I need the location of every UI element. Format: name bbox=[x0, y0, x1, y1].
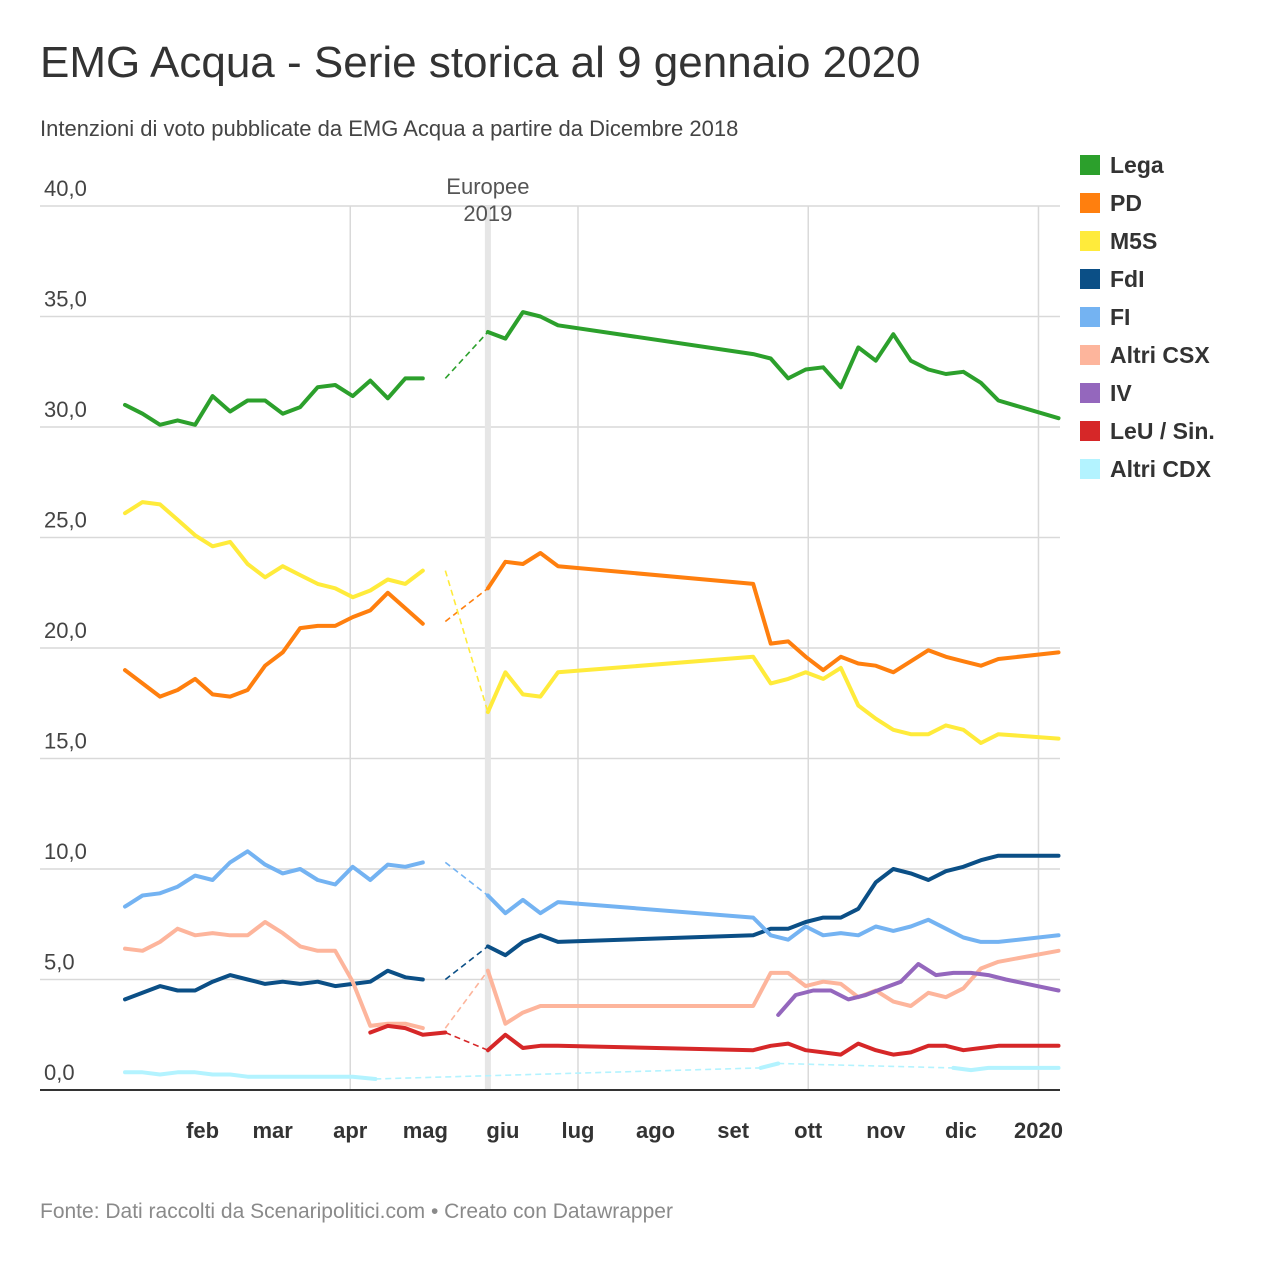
legend-item-altri-csx: Altri CSX bbox=[1080, 336, 1215, 374]
legend-swatch bbox=[1080, 269, 1100, 289]
x-tick-label: apr bbox=[333, 1118, 368, 1143]
legend-item-leu-sin: LeU / Sin. bbox=[1080, 412, 1215, 450]
series-line-altri-csx bbox=[123, 920, 425, 1031]
grid-layer bbox=[40, 205, 1060, 1090]
source-footer: Fonte: Dati raccolti da Scenaripolitici.… bbox=[40, 1200, 673, 1223]
legend-item-lega: Lega bbox=[1080, 146, 1215, 184]
legend-label: Altri CSX bbox=[1110, 341, 1210, 368]
x-tick-label: 2020 bbox=[1014, 1118, 1063, 1143]
legend-label: IV bbox=[1110, 379, 1132, 406]
annotation-band bbox=[484, 206, 491, 1090]
series-line-altri-cdx bbox=[951, 1065, 1061, 1073]
legend-swatch bbox=[1080, 155, 1100, 175]
x-tick-label: mar bbox=[252, 1118, 293, 1143]
y-tick-label: 35,0 bbox=[44, 287, 87, 312]
series-line-pd bbox=[485, 551, 1061, 675]
series-layer bbox=[123, 310, 1061, 1081]
x-tick-label: ott bbox=[794, 1118, 823, 1143]
series-line-leu-sin bbox=[485, 1032, 1061, 1057]
legend-item-fi: FI bbox=[1080, 298, 1215, 336]
y-tick-label: 10,0 bbox=[44, 839, 87, 864]
annotation-label: 2019 bbox=[463, 201, 512, 226]
x-tick-label: dic bbox=[945, 1118, 977, 1143]
legend-label: LeU / Sin. bbox=[1110, 417, 1215, 444]
series-line-leu-sin bbox=[368, 1023, 448, 1037]
legend-label: Altri CDX bbox=[1110, 455, 1211, 482]
legend-label: FdI bbox=[1110, 265, 1145, 292]
y-tick-label: 20,0 bbox=[44, 618, 87, 643]
series-line-fi bbox=[485, 893, 1061, 944]
x-tick-label: feb bbox=[186, 1118, 219, 1143]
legend-item-fdi: FdI bbox=[1080, 260, 1215, 298]
x-tick-label: lug bbox=[561, 1118, 594, 1143]
legend-swatch bbox=[1080, 345, 1100, 365]
legend-label: Lega bbox=[1110, 151, 1164, 178]
series-line-fdi bbox=[485, 853, 1061, 958]
legend-swatch bbox=[1080, 307, 1100, 327]
legend-label: FI bbox=[1110, 303, 1131, 330]
legend-swatch bbox=[1080, 231, 1100, 251]
series-bridge-altri-cdx bbox=[778, 1062, 954, 1069]
chart-title: EMG Acqua - Serie storica al 9 gennaio 2… bbox=[40, 38, 921, 87]
x-tick-label: giu bbox=[486, 1118, 519, 1143]
y-tick-label: 30,0 bbox=[44, 397, 87, 422]
x-tick-label: set bbox=[717, 1118, 749, 1143]
series-line-altri-cdx bbox=[123, 1070, 378, 1081]
legend-label: PD bbox=[1110, 189, 1142, 216]
y-tick-label: 25,0 bbox=[44, 508, 87, 533]
annotation-label: Europee bbox=[446, 174, 529, 199]
x-tick-label: ago bbox=[636, 1118, 675, 1143]
series-line-lega bbox=[123, 376, 425, 427]
series-line-fi bbox=[123, 849, 425, 909]
legend-item-pd: PD bbox=[1080, 184, 1215, 222]
series-bridge-pd bbox=[444, 587, 489, 623]
legend: Lega PD M5S FdI FI Altri CSX IV LeU / Sin. Altri… bbox=[1080, 146, 1215, 488]
series-bridge-altri-cdx bbox=[375, 1067, 761, 1080]
y-tick-label: 40,0 bbox=[44, 176, 87, 201]
legend-swatch bbox=[1080, 459, 1100, 479]
series-bridge-lega bbox=[444, 331, 489, 379]
series-line-altri-csx bbox=[485, 948, 1061, 1026]
series-line-m5s bbox=[123, 500, 425, 600]
series-line-lega bbox=[485, 310, 1061, 421]
series-bridge-altri-csx bbox=[444, 970, 489, 1029]
chart-subtitle: Intenzioni di voto pubblicate da EMG Acq… bbox=[40, 116, 739, 141]
legend-swatch bbox=[1080, 193, 1100, 213]
series-bridge-fi bbox=[444, 861, 489, 897]
series-bridge-fdi bbox=[444, 945, 489, 981]
legend-swatch bbox=[1080, 421, 1100, 441]
axis-layer: 40,0 35,0 30,0 25,0 20,0 15,0 10,0 5,0 0,0 feb mar… bbox=[40, 176, 1063, 1143]
series-line-m5s bbox=[485, 654, 1061, 745]
y-tick-label: 15,0 bbox=[44, 729, 87, 754]
series-line-altri-cdx bbox=[758, 1061, 781, 1070]
legend-item-altri-cdx: Altri CDX bbox=[1080, 450, 1215, 488]
x-tick-label: mag bbox=[403, 1118, 448, 1143]
x-tick-label: nov bbox=[866, 1118, 906, 1143]
legend-item-iv: IV bbox=[1080, 374, 1215, 412]
series-line-pd bbox=[123, 590, 425, 699]
series-line-fdi bbox=[123, 968, 425, 1002]
y-tick-label: 5,0 bbox=[44, 950, 75, 975]
series-line-iv bbox=[776, 962, 1061, 1017]
series-bridge-leu-sin bbox=[445, 1031, 489, 1051]
y-tick-label: 0,0 bbox=[44, 1060, 75, 1085]
legend-swatch bbox=[1080, 383, 1100, 403]
series-bridge-m5s bbox=[444, 570, 489, 713]
legend-label: M5S bbox=[1110, 227, 1158, 254]
legend-item-m5s: M5S bbox=[1080, 222, 1215, 260]
